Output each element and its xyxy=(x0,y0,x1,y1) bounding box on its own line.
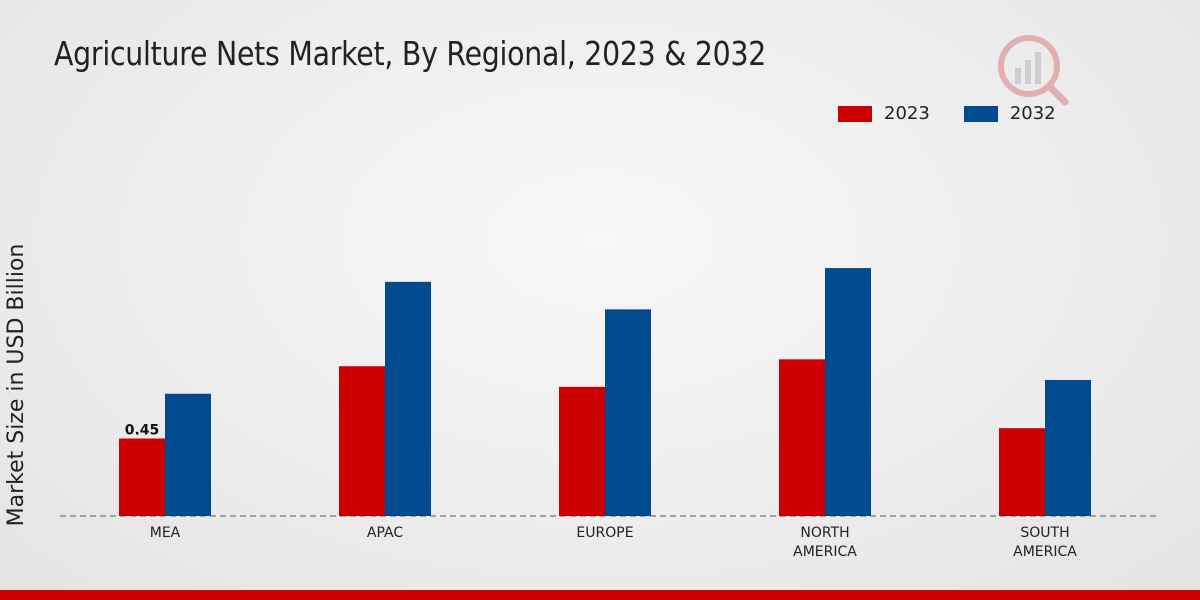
legend-swatch-2023 xyxy=(838,105,872,122)
bar-2023-apac xyxy=(339,366,385,516)
data-label: 0.45 xyxy=(125,423,160,439)
legend: 2023 2032 xyxy=(838,103,1090,124)
x-tick-label: SOUTH xyxy=(1020,525,1069,541)
legend-label-2032: 2032 xyxy=(1009,103,1056,124)
legend-item-2032: 2032 xyxy=(963,103,1056,124)
bar-2023-europe xyxy=(559,386,605,516)
x-tick-label: APAC xyxy=(367,525,403,541)
bottom-accent-bar xyxy=(0,590,1200,600)
x-tick-label: NORTH xyxy=(800,525,849,541)
chart-title: Agriculture Nets Market, By Regional, 20… xyxy=(54,34,767,73)
x-tick-label: AMERICA xyxy=(793,544,857,560)
legend-item-2023: 2023 xyxy=(838,103,930,124)
bar-2023-north-america xyxy=(779,359,825,516)
legend-label-2023: 2023 xyxy=(884,103,930,124)
bar-2032-mea xyxy=(165,393,211,516)
bar-2032-apac xyxy=(385,281,431,516)
x-tick-label: MEA xyxy=(150,525,181,541)
bar-2032-europe xyxy=(605,309,651,516)
bar-2023-mea xyxy=(119,438,165,516)
x-tick-label: AMERICA xyxy=(1013,544,1077,560)
legend-swatch-2032 xyxy=(963,105,998,122)
x-tick-label: EUROPE xyxy=(576,525,633,541)
bar-2023-south-america xyxy=(999,428,1045,516)
bar-2032-north-america xyxy=(825,268,871,516)
bar-2032-south-america xyxy=(1045,379,1091,516)
watermark-logo-icon xyxy=(998,35,1069,106)
